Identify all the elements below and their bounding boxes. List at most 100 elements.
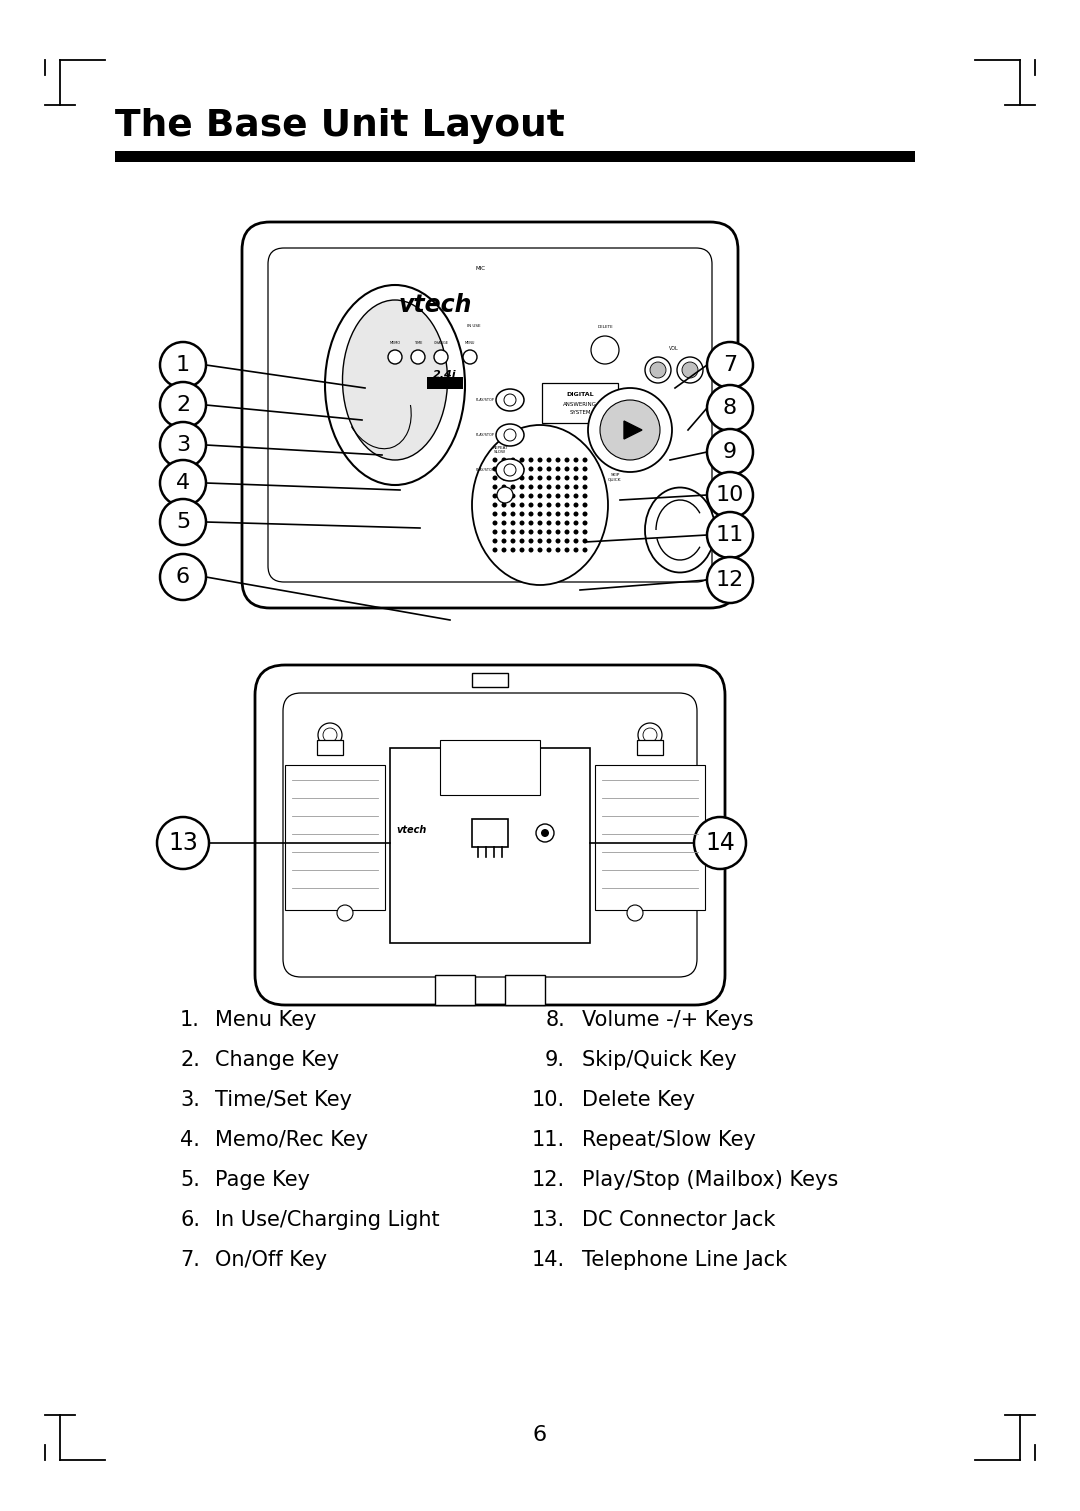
FancyBboxPatch shape (637, 740, 663, 756)
Circle shape (538, 476, 542, 480)
Text: 9.: 9. (545, 1050, 565, 1070)
Circle shape (501, 494, 507, 499)
Circle shape (582, 529, 588, 535)
Circle shape (492, 467, 498, 471)
Circle shape (555, 458, 561, 462)
Circle shape (582, 458, 588, 462)
Text: 12: 12 (716, 570, 744, 589)
FancyBboxPatch shape (255, 665, 725, 1005)
Circle shape (501, 458, 507, 462)
Circle shape (511, 485, 515, 490)
Circle shape (582, 494, 588, 499)
Circle shape (528, 458, 534, 462)
Circle shape (538, 467, 542, 471)
Circle shape (546, 538, 552, 544)
Text: Play/Stop (Mailbox) Keys: Play/Stop (Mailbox) Keys (582, 1170, 838, 1191)
Text: Time/Set Key: Time/Set Key (215, 1089, 352, 1111)
Circle shape (565, 512, 569, 517)
Ellipse shape (325, 286, 465, 485)
Circle shape (160, 499, 206, 545)
Circle shape (528, 476, 534, 480)
Circle shape (565, 485, 569, 490)
Circle shape (511, 538, 515, 544)
FancyBboxPatch shape (242, 222, 738, 607)
Circle shape (650, 363, 666, 378)
Circle shape (565, 467, 569, 471)
Circle shape (707, 341, 753, 388)
Circle shape (160, 382, 206, 428)
Text: 8: 8 (723, 397, 737, 419)
Circle shape (388, 351, 402, 364)
Text: 6: 6 (532, 1425, 548, 1445)
FancyBboxPatch shape (114, 151, 915, 162)
Circle shape (528, 467, 534, 471)
Text: 13: 13 (168, 831, 198, 855)
Text: 7: 7 (723, 355, 737, 375)
Ellipse shape (645, 488, 715, 573)
Circle shape (519, 485, 525, 490)
Circle shape (707, 512, 753, 558)
Circle shape (528, 538, 534, 544)
Circle shape (434, 351, 448, 364)
Text: Page Key: Page Key (215, 1170, 310, 1191)
Circle shape (565, 547, 569, 553)
Circle shape (519, 467, 525, 471)
Circle shape (573, 467, 579, 471)
Circle shape (519, 512, 525, 517)
Circle shape (511, 529, 515, 535)
Text: 9: 9 (723, 443, 737, 462)
Circle shape (643, 728, 657, 742)
Text: CHARGE: CHARGE (433, 341, 448, 345)
Text: 13.: 13. (531, 1210, 565, 1230)
Text: 4.: 4. (180, 1130, 200, 1150)
Text: 11: 11 (716, 524, 744, 545)
Circle shape (588, 388, 672, 471)
Circle shape (546, 547, 552, 553)
FancyBboxPatch shape (283, 694, 697, 978)
Circle shape (492, 520, 498, 526)
FancyBboxPatch shape (595, 765, 705, 910)
Circle shape (573, 520, 579, 526)
Circle shape (546, 476, 552, 480)
Circle shape (573, 538, 579, 544)
FancyBboxPatch shape (435, 975, 475, 1005)
Text: Change Key: Change Key (215, 1050, 339, 1070)
Circle shape (707, 558, 753, 603)
Circle shape (160, 555, 206, 600)
Circle shape (573, 485, 579, 490)
Circle shape (546, 529, 552, 535)
Text: The Base Unit Layout: The Base Unit Layout (114, 107, 565, 144)
Circle shape (573, 547, 579, 553)
Circle shape (582, 476, 588, 480)
Text: In Use/Charging Light: In Use/Charging Light (215, 1210, 440, 1230)
Text: 5.: 5. (180, 1170, 200, 1191)
Text: Memo/Rec Key: Memo/Rec Key (215, 1130, 368, 1150)
Text: 6.: 6. (180, 1210, 200, 1230)
Circle shape (492, 538, 498, 544)
Circle shape (157, 817, 210, 869)
Circle shape (555, 467, 561, 471)
Text: vtech: vtech (399, 293, 472, 317)
Circle shape (565, 538, 569, 544)
Circle shape (546, 485, 552, 490)
Circle shape (492, 512, 498, 517)
Circle shape (573, 529, 579, 535)
Circle shape (565, 529, 569, 535)
Circle shape (600, 400, 660, 459)
Circle shape (511, 520, 515, 526)
Circle shape (627, 905, 643, 922)
Circle shape (582, 520, 588, 526)
Circle shape (546, 520, 552, 526)
Text: 6: 6 (176, 567, 190, 586)
Text: PLAY/STOP: PLAY/STOP (475, 468, 494, 471)
Circle shape (519, 494, 525, 499)
Circle shape (501, 512, 507, 517)
Text: 7.: 7. (180, 1250, 200, 1271)
Circle shape (492, 458, 498, 462)
Circle shape (528, 512, 534, 517)
Text: Delete Key: Delete Key (582, 1089, 696, 1111)
Text: 1.: 1. (180, 1009, 200, 1031)
Text: 5: 5 (176, 512, 190, 532)
Circle shape (555, 476, 561, 480)
Circle shape (528, 485, 534, 490)
